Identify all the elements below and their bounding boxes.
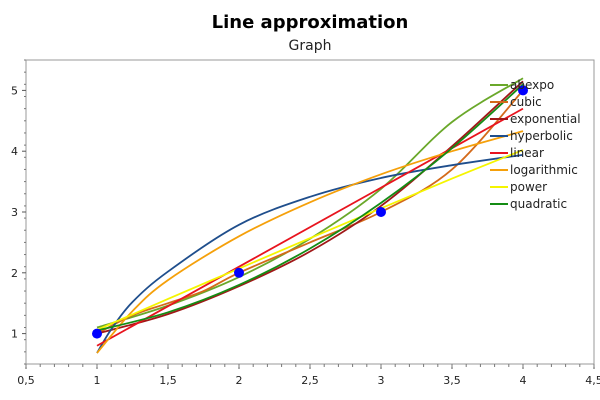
data-point xyxy=(234,267,244,278)
legend-label-abexpo: abexpo xyxy=(510,78,554,92)
chart-subtitle: Graph xyxy=(289,38,332,54)
data-point xyxy=(376,207,386,217)
legend-label-linear: linear xyxy=(510,146,544,160)
x-tick-label: 4,5 xyxy=(585,374,600,387)
legend-label-cubic: cubic xyxy=(510,95,542,109)
x-tick-label: 3 xyxy=(378,374,385,387)
series-line-power xyxy=(96,149,524,331)
x-tick-label: 2 xyxy=(236,374,243,387)
series-line-quadratic xyxy=(96,83,524,332)
series-line-hyperbolic xyxy=(96,153,524,354)
legend-label-exponential: exponential xyxy=(510,112,581,126)
y-tick-label: 2 xyxy=(11,267,18,280)
plot-area-frame xyxy=(25,59,595,365)
x-tick-label: 1,5 xyxy=(159,374,177,387)
y-tick-label: 4 xyxy=(11,145,18,158)
y-tick-label: 5 xyxy=(11,84,18,97)
series-line-exponential xyxy=(96,80,524,335)
x-tick-label: 0,5 xyxy=(17,374,35,387)
x-tick-label: 1 xyxy=(94,374,101,387)
x-tick-label: 2,5 xyxy=(301,374,319,387)
axis-ticks: 0,5 1 1,5 2 2,5 3 3,5 4 4,5 1 2 3 4 5 xyxy=(11,59,600,387)
chart-title: Line approximation xyxy=(212,12,409,33)
y-tick-label: 1 xyxy=(11,328,18,341)
series-line-linear xyxy=(96,107,524,347)
data-points xyxy=(92,85,528,339)
x-tick-label: 4 xyxy=(520,374,527,387)
x-tick-label: 3,5 xyxy=(443,374,461,387)
series-line-cubic xyxy=(96,89,524,335)
legend-label-logarithmic: logarithmic xyxy=(510,163,578,177)
legend-label-power: power xyxy=(510,180,547,194)
data-point xyxy=(92,328,102,339)
y-tick-label: 3 xyxy=(11,206,18,219)
legend-label-hyperbolic: hyperbolic xyxy=(510,129,573,143)
legend-label-quadratic: quadratic xyxy=(510,197,567,211)
series-lines xyxy=(96,77,524,354)
data-point xyxy=(518,85,528,96)
legend: abexpo cubic exponential hyperbolic linear lo… xyxy=(490,78,581,211)
